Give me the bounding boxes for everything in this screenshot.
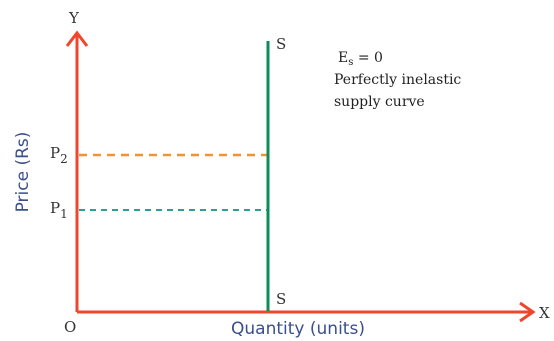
y-axis-arrowhead: [65, 30, 89, 47]
x-axis-arrowhead: [519, 301, 536, 323]
description-line-2: supply curve: [334, 94, 425, 110]
y-axis-label: Price (Rs): [13, 132, 33, 213]
x-axis-letter: X: [539, 304, 550, 322]
origin-label: O: [64, 318, 76, 336]
elasticity-value: = 0: [353, 50, 383, 66]
p2-subscript: 2: [60, 152, 68, 166]
p1-subscript: 1: [60, 207, 68, 221]
p2-label: P2: [50, 144, 68, 166]
p2-letter: P: [50, 144, 60, 162]
supply-top-label: S: [276, 35, 286, 53]
elasticity-label: Es = 0: [338, 50, 383, 68]
supply-bottom-label: S: [276, 290, 286, 308]
description-line-1: Perfectly inelastic: [334, 72, 461, 88]
x-axis-label: Quantity (units): [231, 319, 365, 339]
elasticity-letter: E: [338, 50, 348, 66]
p1-label: P1: [50, 199, 68, 221]
y-axis-letter: Y: [68, 9, 80, 27]
p1-letter: P: [50, 199, 60, 217]
elasticity-subscript: s: [348, 57, 353, 68]
